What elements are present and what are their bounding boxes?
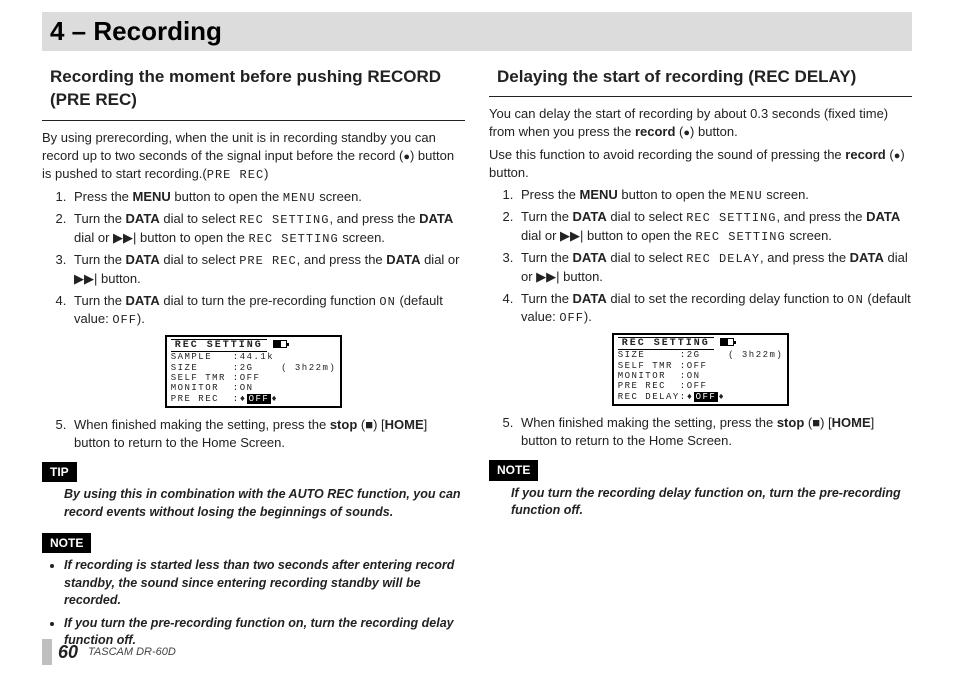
left-column: Recording the moment before pushing RECO… — [42, 61, 465, 656]
left-intro: By using prerecording, when the unit is … — [42, 129, 465, 184]
lcd-row: SELF TMR :OFF — [618, 361, 784, 371]
tip-badge: TIP — [42, 462, 77, 483]
body-columns: Recording the moment before pushing RECO… — [42, 61, 912, 656]
lcd-title: REC SETTING — [618, 337, 714, 351]
left-step-5: When finished making the setting, press … — [70, 416, 465, 452]
stop-icon: ■ — [365, 417, 373, 432]
left-step-3: Turn the DATA dial to select PRE REC, an… — [70, 251, 465, 287]
footer-tab-icon — [42, 639, 52, 665]
record-dot-icon: ● — [403, 151, 410, 163]
right-steps: Press the MENU button to open the MENU s… — [517, 186, 912, 327]
right-column: Delaying the start of recording (REC DEL… — [489, 61, 912, 656]
chapter-title-bar: 4 – Recording — [42, 12, 912, 51]
stop-icon: ■ — [812, 415, 820, 430]
right-p1: You can delay the start of recording by … — [489, 105, 912, 141]
right-step-5: When finished making the setting, press … — [517, 414, 912, 450]
left-step-2: Turn the DATA dial to select REC SETTING… — [70, 210, 465, 247]
page-footer: 60 TASCAM DR-60D — [42, 639, 176, 665]
lcd-row-selected: REC DELAY:♦OFF♦ — [618, 392, 784, 402]
forward-icon: ▶▶| — [74, 271, 97, 286]
battery-icon — [720, 338, 734, 346]
right-lcd: REC SETTING SIZE :2G ( 3h22m) SELF TMR :… — [612, 333, 790, 406]
note-badge: NOTE — [489, 460, 538, 481]
left-step-1: Press the MENU button to open the MENU s… — [70, 188, 465, 207]
note-item: If recording is started less than two se… — [64, 557, 465, 609]
lcd-row: SAMPLE :44.1k — [171, 352, 337, 362]
right-steps-cont: When finished making the setting, press … — [517, 414, 912, 450]
lcd-row-selected: PRE REC :♦OFF♦ — [171, 394, 337, 404]
left-steps: Press the MENU button to open the MENU s… — [70, 188, 465, 329]
forward-icon: ▶▶| — [560, 228, 583, 243]
product-name: TASCAM DR-60D — [88, 646, 176, 658]
right-heading-wrap: Delaying the start of recording (REC DEL… — [489, 61, 912, 97]
left-lcd: REC SETTING SAMPLE :44.1k SIZE :2G ( 3h2… — [165, 335, 343, 408]
left-lcd-wrap: REC SETTING SAMPLE :44.1k SIZE :2G ( 3h2… — [42, 335, 465, 408]
right-step-4: Turn the DATA dial to set the recording … — [517, 290, 912, 327]
lcd-row: SIZE :2G ( 3h22m) — [171, 363, 337, 373]
right-heading: Delaying the start of recording (REC DEL… — [489, 61, 912, 92]
left-heading-wrap: Recording the moment before pushing RECO… — [42, 61, 465, 121]
lcd-title: REC SETTING — [171, 339, 267, 353]
lcd-row: MONITOR :ON — [171, 383, 337, 393]
lcd-row: SIZE :2G ( 3h22m) — [618, 350, 784, 360]
right-step-3: Turn the DATA dial to select REC DELAY, … — [517, 249, 912, 285]
left-notes: If recording is started less than two se… — [64, 557, 465, 649]
tip-body: By using this in combination with the AU… — [64, 486, 465, 521]
right-step-1: Press the MENU button to open the MENU s… — [517, 186, 912, 205]
battery-icon — [273, 340, 287, 348]
lcd-row: PRE REC :OFF — [618, 381, 784, 391]
forward-icon: ▶▶| — [536, 269, 559, 284]
lcd-row: MONITOR :ON — [618, 371, 784, 381]
right-lcd-wrap: REC SETTING SIZE :2G ( 3h22m) SELF TMR :… — [489, 333, 912, 406]
note-body: If you turn the recording delay function… — [511, 485, 912, 520]
right-p2: Use this function to avoid recording the… — [489, 146, 912, 182]
note-badge: NOTE — [42, 533, 91, 554]
left-step-4: Turn the DATA dial to turn the pre-recor… — [70, 292, 465, 329]
chapter-title: 4 – Recording — [50, 16, 912, 47]
right-step-2: Turn the DATA dial to select REC SETTING… — [517, 208, 912, 245]
forward-icon: ▶▶| — [113, 230, 136, 245]
lcd-row: SELF TMR :OFF — [171, 373, 337, 383]
left-heading: Recording the moment before pushing RECO… — [42, 61, 465, 116]
left-steps-cont: When finished making the setting, press … — [70, 416, 465, 452]
page-number: 60 — [58, 642, 78, 663]
